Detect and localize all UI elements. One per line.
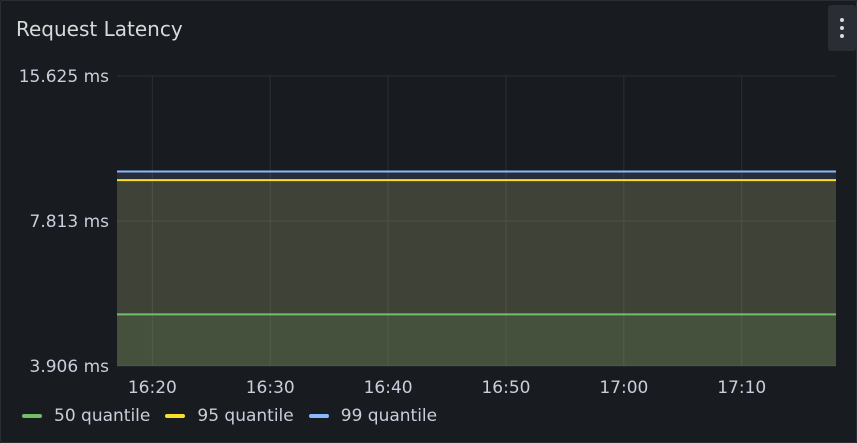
legend-label: 99 quantile (340, 406, 438, 426)
legend: 50 quantile 95 quantile 99 quantile (22, 406, 452, 426)
series-areas (117, 171, 836, 366)
series-area-1 (117, 314, 836, 366)
y-tick-label: 7.813 ms (30, 212, 110, 232)
x-tick-label: 16:50 (481, 378, 530, 398)
x-tick-label: 17:00 (599, 378, 648, 398)
x-tick-label: 16:20 (128, 378, 177, 398)
x-tick-label: 16:40 (364, 378, 413, 398)
x-tick-label: 16:30 (246, 378, 295, 398)
y-tick-label: 3.906 ms (30, 357, 110, 377)
series-lines (117, 170, 836, 316)
panel-title: Request Latency (16, 17, 183, 41)
series-area-3 (117, 171, 836, 366)
legend-swatch (308, 414, 329, 418)
legend-label: 95 quantile (197, 406, 294, 426)
series-area-2 (117, 180, 836, 366)
legend-item[interactable]: 50 quantile (22, 406, 150, 426)
legend-item[interactable]: 99 quantile (308, 406, 438, 426)
y-tick-label: 15.625 ms (19, 67, 109, 87)
grid (117, 75, 836, 367)
x-axis: 16:20 16:30 16:40 16:50 17:00 17:10 (128, 378, 766, 398)
legend-swatch (165, 414, 186, 418)
legend-swatch (22, 414, 42, 418)
legend-label: 50 quantile (54, 406, 151, 426)
legend-item[interactable]: 95 quantile (165, 406, 294, 426)
x-tick-label: 17:10 (717, 378, 766, 398)
y-axis: 15.625 ms 7.813 ms 3.906 ms (19, 67, 109, 377)
kebab-menu-icon[interactable] (828, 5, 856, 51)
